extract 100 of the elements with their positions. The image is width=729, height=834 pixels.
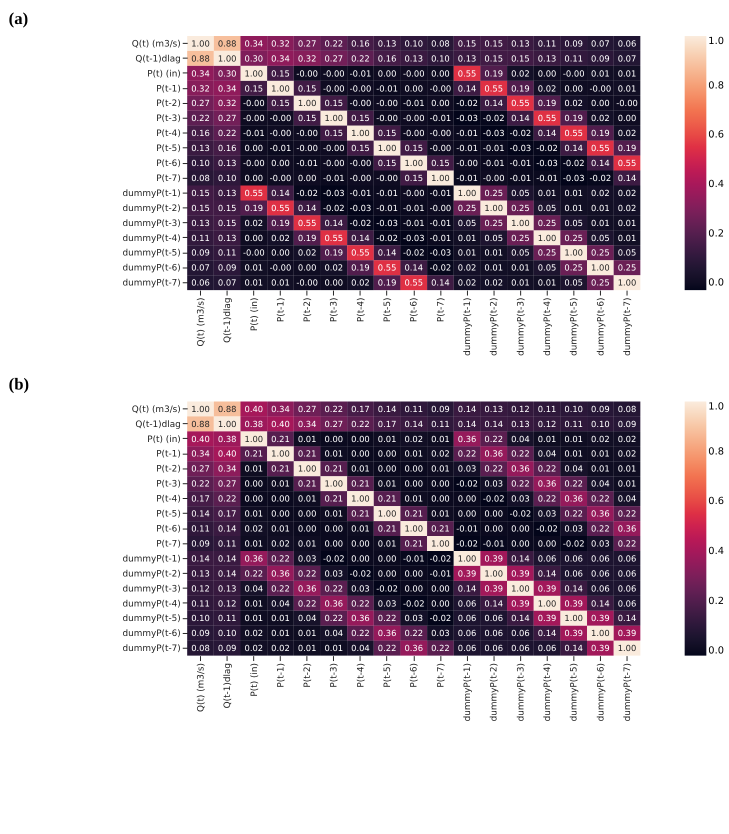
data-label: -0.03 xyxy=(510,143,532,154)
data-label: -0.00 xyxy=(350,98,372,108)
data-label: 0.01 xyxy=(271,524,290,534)
data-label: 0.14 xyxy=(538,628,556,638)
data-label: 0.01 xyxy=(511,262,530,273)
data-label: 0.17 xyxy=(378,418,396,429)
data-label: 0.04 xyxy=(618,494,636,504)
data-label: 0.40 xyxy=(191,434,210,444)
data-label: 0.22 xyxy=(484,464,504,474)
data-label: 0.01 xyxy=(244,508,264,519)
data-label: 0.55 xyxy=(378,262,396,273)
data-label: 0.14 xyxy=(591,598,610,608)
x-tick-label: P(t-7) xyxy=(436,298,446,322)
data-label: 0.02 xyxy=(618,202,636,213)
data-label: 0.21 xyxy=(324,464,344,474)
data-label: 1.00 xyxy=(618,643,636,654)
data-label: 0.00 xyxy=(351,553,370,564)
data-label: 0.04 xyxy=(298,613,316,624)
data-label: 0.00 xyxy=(404,478,424,489)
data-label: 0.36 xyxy=(484,448,504,459)
data-label: 0.01 xyxy=(564,434,584,444)
data-label: 0.22 xyxy=(324,38,344,48)
data-label: 0.22 xyxy=(244,568,264,578)
data-label: -0.03 xyxy=(536,158,558,168)
data-label: 0.01 xyxy=(271,628,290,638)
data-label: 0.02 xyxy=(404,434,424,444)
data-label: 0.00 xyxy=(431,598,450,608)
data-label: 0.02 xyxy=(458,262,476,273)
data-label: 0.10 xyxy=(404,38,424,48)
data-label: -0.02 xyxy=(376,583,398,594)
data-label: 0.01 xyxy=(618,218,636,228)
data-label: 0.01 xyxy=(538,278,556,288)
data-label: 0.34 xyxy=(191,448,210,459)
x-tick-label: dummyP(t-2) xyxy=(490,298,500,356)
data-label: 0.14 xyxy=(538,128,556,138)
data-label: -0.00 xyxy=(590,83,612,94)
data-label: 0.22 xyxy=(218,128,236,138)
data-label: 0.05 xyxy=(618,248,636,258)
y-tick-label: P(t-2) xyxy=(156,99,181,110)
data-label: 0.11 xyxy=(218,613,236,624)
data-label: 0.06 xyxy=(484,643,504,654)
data-label: 0.06 xyxy=(538,553,556,564)
data-label: 0.00 xyxy=(458,494,476,504)
data-label: 1.00 xyxy=(484,202,504,213)
data-label: 0.02 xyxy=(618,448,636,459)
data-label: 1.00 xyxy=(538,232,556,243)
data-label: 0.22 xyxy=(538,494,556,504)
data-label: 0.16 xyxy=(218,143,236,154)
data-label: 0.22 xyxy=(404,628,424,638)
data-label: 0.10 xyxy=(218,628,236,638)
data-label: 0.39 xyxy=(564,628,584,638)
data-label: 0.02 xyxy=(591,434,610,444)
data-label: 0.00 xyxy=(271,248,290,258)
data-label: 0.03 xyxy=(404,613,424,624)
data-label: 0.22 xyxy=(298,598,316,608)
data-label: 0.09 xyxy=(218,643,236,654)
data-label: 0.09 xyxy=(564,38,584,48)
data-label: 0.08 xyxy=(618,404,636,414)
data-label: -0.00 xyxy=(402,68,425,78)
data-label: -0.01 xyxy=(350,68,372,78)
data-label: 0.19 xyxy=(564,113,584,124)
data-label: -0.03 xyxy=(376,218,398,228)
data-label: 0.38 xyxy=(218,434,236,444)
data-label: 0.22 xyxy=(378,613,396,624)
data-label: 0.19 xyxy=(351,262,370,273)
data-label: -0.00 xyxy=(350,172,372,183)
data-label: 0.13 xyxy=(484,404,504,414)
data-label: 0.88 xyxy=(191,53,210,64)
data-label: -0.00 xyxy=(296,143,318,154)
data-label: 0.27 xyxy=(191,464,210,474)
data-label: -0.01 xyxy=(456,128,478,138)
x-tick-label: dummyP(t-3) xyxy=(516,663,526,722)
data-label: 0.34 xyxy=(244,38,264,48)
data-label: 0.55 xyxy=(511,98,530,108)
data-label: -0.00 xyxy=(430,128,452,138)
data-label: 0.39 xyxy=(458,568,476,578)
data-label: 0.15 xyxy=(218,218,236,228)
data-label: 0.01 xyxy=(298,538,316,548)
x-tick-label: P(t-5) xyxy=(383,298,394,322)
data-label: 0.22 xyxy=(271,553,290,564)
data-label: -0.01 xyxy=(402,202,425,213)
data-label: 0.06 xyxy=(591,553,610,564)
x-tick-label: dummyP(t-1) xyxy=(463,663,474,722)
data-label: 0.25 xyxy=(511,232,530,243)
data-label: 0.55 xyxy=(324,232,344,243)
data-label: 0.55 xyxy=(591,143,610,154)
data-label: 0.02 xyxy=(271,538,290,548)
x-tick-label: P(t) (in) xyxy=(250,298,260,332)
data-label: -0.01 xyxy=(430,232,452,243)
data-label: 0.25 xyxy=(564,232,584,243)
data-label: 0.22 xyxy=(564,478,584,489)
data-label: 0.05 xyxy=(591,232,610,243)
data-label: 0.09 xyxy=(191,538,210,548)
data-label: 1.00 xyxy=(618,278,636,288)
data-label: 0.02 xyxy=(591,188,610,198)
data-label: -0.01 xyxy=(430,113,452,124)
data-label: 0.14 xyxy=(191,508,210,519)
data-label: 0.88 xyxy=(191,418,210,429)
data-label: 0.09 xyxy=(191,628,210,638)
data-label: 0.14 xyxy=(564,643,584,654)
